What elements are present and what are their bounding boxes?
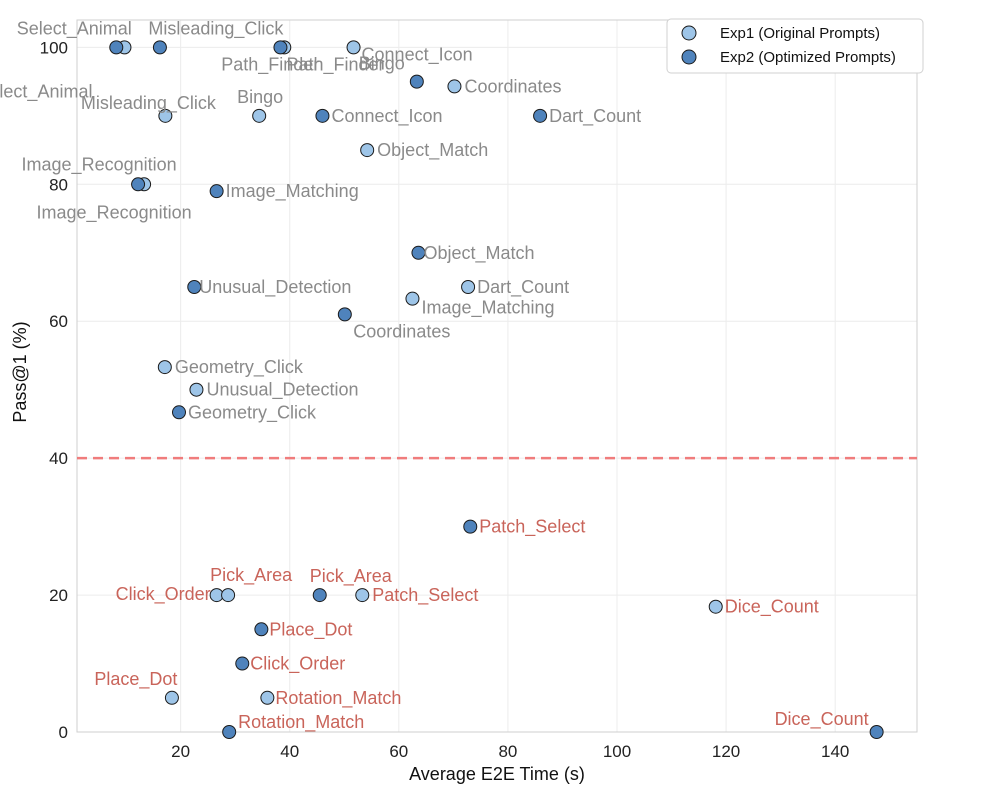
- point-label: Unusual_Detection: [206, 380, 358, 401]
- axis-ticks: 20 40 60 80 100 120 140 0 20 40 60 80 100: [40, 38, 850, 761]
- point-label: Rotation_Match: [275, 688, 401, 709]
- data-point: [164, 690, 179, 705]
- data-point: [235, 656, 250, 671]
- data-point: [131, 177, 146, 192]
- y-axis-label: Pass@1 (%): [10, 321, 30, 422]
- point-label: Image_Recognition: [37, 202, 192, 223]
- data-point: [312, 588, 327, 603]
- data-point: [187, 280, 202, 294]
- data-point: [337, 307, 352, 322]
- data-point: [409, 74, 424, 89]
- x-tick-label: 40: [280, 742, 299, 761]
- y-tick-label: 0: [59, 723, 68, 742]
- point-label: Click_Order: [116, 584, 211, 605]
- y-tick-label: 40: [49, 449, 68, 468]
- point-label: Misleading_Click: [81, 93, 217, 114]
- data-point: [533, 108, 548, 123]
- point-label: Path_Finder: [286, 54, 384, 75]
- legend-box: [666, 18, 924, 74]
- data-point: [222, 725, 237, 739]
- point-label: Image_Recognition: [22, 154, 177, 175]
- data-point: [109, 40, 124, 55]
- y-tick-label: 100: [40, 38, 68, 57]
- point-label: Geometry_Click: [188, 402, 317, 423]
- data-point: [405, 291, 420, 306]
- point-label: Bingo: [237, 87, 283, 107]
- point-label: Image_Matching: [226, 181, 359, 202]
- data-point: [360, 143, 375, 158]
- point-label: Object_Match: [423, 243, 534, 264]
- x-tick-label: 140: [821, 742, 849, 761]
- data-point: [869, 725, 884, 739]
- point-label: Pick_Area: [310, 566, 393, 587]
- x-axis-label: Average E2E Time (s): [409, 764, 585, 784]
- point-label: Dice_Count: [725, 597, 819, 618]
- data-point: [152, 40, 167, 55]
- x-tick-label: 120: [712, 742, 740, 761]
- x-tick-label: 20: [171, 742, 190, 761]
- point-label: Patch_Select: [479, 517, 585, 538]
- data-point: [209, 184, 224, 199]
- point-label: Connect_Icon: [362, 44, 473, 65]
- data-point: [254, 622, 269, 637]
- data-point: [355, 588, 370, 603]
- data-points: [109, 40, 884, 739]
- data-point: [260, 690, 275, 705]
- point-label: Object_Match: [377, 140, 488, 161]
- legend-marker-exp2: [681, 49, 697, 65]
- point-label: Dart_Count: [549, 106, 641, 127]
- legend-label-exp1: Exp1 (Original Prompts): [720, 25, 880, 42]
- point-label: Coordinates: [353, 321, 450, 341]
- data-point: [158, 108, 173, 123]
- point-label: Place_Dot: [94, 669, 177, 690]
- data-point: [447, 79, 462, 94]
- data-point: [221, 588, 236, 603]
- data-point: [273, 40, 288, 55]
- data-point: [346, 40, 361, 55]
- x-tick-label: 80: [498, 742, 517, 761]
- point-label: Coordinates: [464, 76, 561, 96]
- data-point: [157, 360, 172, 375]
- x-tick-label: 60: [389, 742, 408, 761]
- point-label: Image_Matching: [421, 298, 554, 319]
- point-label: Bingo: [359, 54, 405, 74]
- point-label: Misleading_Click: [148, 18, 284, 39]
- data-point: [172, 405, 186, 420]
- y-tick-label: 80: [49, 175, 68, 194]
- y-tick-label: 20: [49, 586, 68, 605]
- point-label: Select_Animal: [0, 81, 92, 102]
- data-point: [463, 519, 478, 534]
- point-label: Place_Dot: [269, 619, 352, 640]
- point-label: Dart_Count: [477, 277, 569, 298]
- data-point: [252, 108, 267, 123]
- point-label: Select_Animal: [17, 18, 132, 39]
- data-point: [315, 108, 330, 123]
- plot-frame: [76, 19, 918, 733]
- y-tick-label: 60: [49, 312, 68, 331]
- point-label: Dice_Count: [775, 709, 869, 730]
- data-point: [461, 280, 476, 294]
- data-point: [411, 245, 426, 260]
- point-label: Unusual_Detection: [199, 277, 351, 298]
- point-labels: Select_AnimalMisleading_ClickPath_Finder…: [0, 18, 869, 733]
- point-label: Patch_Select: [372, 585, 478, 606]
- legend-marker-exp1: [681, 25, 697, 41]
- point-label: Path_Finder: [221, 54, 319, 75]
- point-label: Connect_Icon: [331, 106, 442, 127]
- point-label: Pick_Area: [210, 565, 293, 586]
- point-label: Geometry_Click: [175, 357, 304, 378]
- x-tick-label: 100: [603, 742, 631, 761]
- data-point: [189, 382, 204, 397]
- point-label: Rotation_Match: [238, 712, 364, 733]
- legend-label-exp2: Exp2 (Optimized Prompts): [720, 49, 896, 66]
- legend: Exp1 (Original Prompts) Exp2 (Optimized …: [666, 18, 924, 74]
- data-point: [708, 599, 723, 614]
- point-label: Click_Order: [250, 654, 345, 675]
